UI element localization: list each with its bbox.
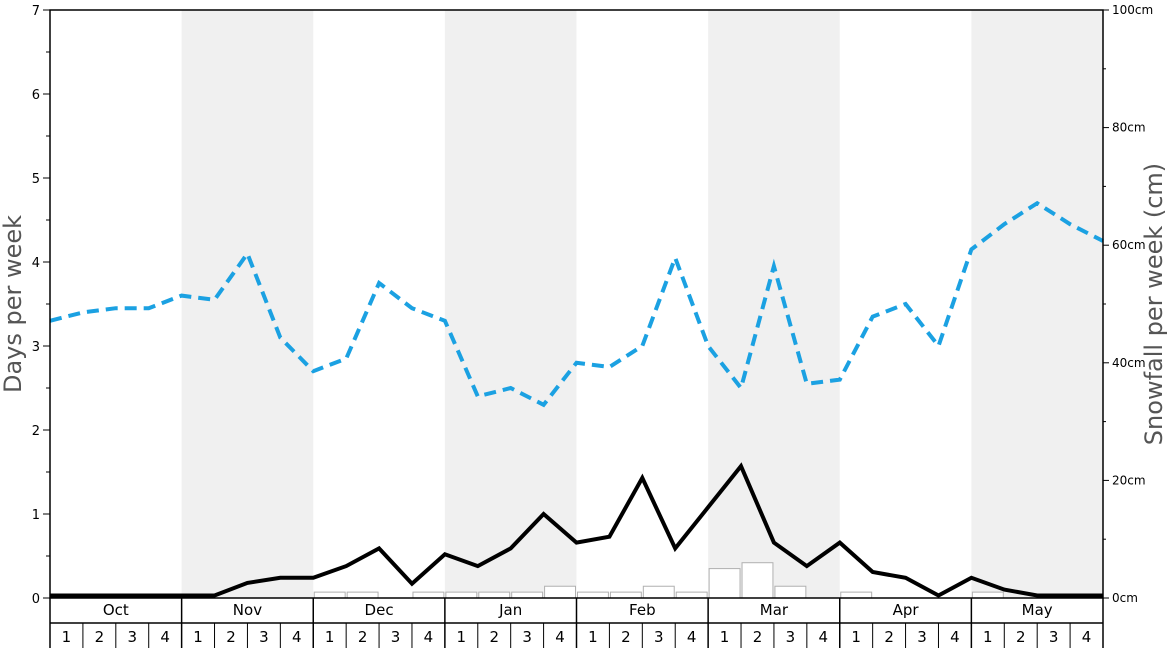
snowfall-bar	[478, 591, 511, 599]
week-label: 1	[720, 628, 730, 646]
snowfall-bar	[346, 591, 379, 599]
right-tick-label: 100cm	[1112, 3, 1153, 17]
right-tick-label: 60cm	[1112, 238, 1146, 252]
left-tick-label: 5	[32, 172, 40, 187]
left-tick-label: 2	[32, 424, 40, 439]
month-label-may: May	[1022, 601, 1053, 619]
week-label: 2	[226, 628, 236, 646]
week-label: 4	[424, 628, 434, 646]
week-label: 4	[555, 628, 565, 646]
month-bands	[181, 10, 1103, 598]
left-tick-label: 1	[32, 508, 40, 523]
week-label: 1	[588, 628, 598, 646]
snowfall-bar	[609, 591, 642, 599]
snowfall-bar	[971, 591, 1004, 599]
week-label: 1	[325, 628, 335, 646]
week-label: 4	[687, 628, 697, 646]
left-tick-label: 6	[32, 88, 40, 103]
month-band-mar	[708, 10, 840, 598]
snowfall-bar	[642, 585, 675, 599]
solid-line-series	[50, 462, 1103, 598]
snowfall-bar	[741, 562, 774, 599]
month-label-feb: Feb	[629, 601, 656, 619]
week-label: 1	[983, 628, 993, 646]
right-tick-label: 40cm	[1112, 356, 1146, 370]
month-label-jan: Jan	[498, 601, 522, 619]
week-label: 2	[753, 628, 763, 646]
week-label: 2	[884, 628, 894, 646]
week-label: 2	[95, 628, 105, 646]
week-label: 2	[1016, 628, 1026, 646]
month-label-mar: Mar	[760, 601, 789, 619]
month-band-jan	[444, 10, 577, 598]
week-label: 4	[160, 628, 170, 646]
snowfall-bar	[840, 591, 873, 599]
month-label-dec: Dec	[365, 601, 394, 619]
snowfall-bar	[774, 585, 807, 599]
week-label: 3	[391, 628, 401, 646]
week-label: 3	[786, 628, 796, 646]
week-label: 3	[1049, 628, 1059, 646]
dashed-line-series	[49, 200, 1104, 408]
snowfall-bar	[544, 585, 576, 599]
week-label: 3	[127, 628, 137, 646]
week-label: 4	[1082, 628, 1092, 646]
week-label: 1	[193, 628, 203, 646]
snowfall-bar	[313, 591, 346, 599]
series-lines	[49, 200, 1104, 598]
right-axis-title: Snowfall per week (cm)	[1140, 163, 1168, 445]
week-axis: 1 2 3 4 1 2 3 4 1 2 3 4 1 2 3 4 1 2 3 4 1 2 3 4 1 2 3 4 1 2 3 4	[62, 623, 1092, 648]
snowfall-bar	[445, 591, 478, 599]
month-label-nov: Nov	[233, 601, 262, 619]
left-tick-label: 0	[32, 592, 40, 607]
snowfall-bar	[577, 591, 609, 599]
week-label: 4	[950, 628, 960, 646]
left-tick-label: 4	[32, 256, 40, 271]
week-label: 3	[654, 628, 664, 646]
month-label-oct: Oct	[103, 601, 129, 619]
right-axis: 0cm 20cm 40cm 60cm 80cm 100cm	[1103, 3, 1153, 605]
week-label: 2	[489, 628, 499, 646]
week-label: 3	[522, 628, 532, 646]
week-label: 2	[358, 628, 368, 646]
week-label: 3	[259, 628, 269, 646]
month-band-nov	[181, 10, 314, 598]
left-axis: 0 1 2 3 4 5 6 7	[32, 4, 50, 607]
snowfall-bar	[511, 591, 544, 599]
right-tick-label: 0cm	[1112, 591, 1138, 605]
right-tick-label: 20cm	[1112, 473, 1146, 487]
week-label: 2	[621, 628, 631, 646]
left-tick-label: 3	[32, 340, 40, 355]
left-axis-title: Days per week	[0, 215, 27, 393]
week-label: 3	[917, 628, 927, 646]
snowfall-bar	[675, 591, 708, 599]
week-label: 1	[851, 628, 861, 646]
week-label: 4	[292, 628, 302, 646]
week-label: 1	[62, 628, 72, 646]
right-tick-label: 80cm	[1112, 121, 1146, 135]
snowfall-bars	[313, 562, 1004, 599]
snowfall-bar	[708, 568, 741, 599]
month-axis: Oct Nov Dec Jan Feb Mar Apr May	[49, 598, 1104, 648]
week-label: 1	[457, 628, 467, 646]
left-tick-label: 7	[32, 4, 40, 19]
month-label-apr: Apr	[893, 601, 920, 619]
week-label: 4	[819, 628, 829, 646]
snowfall-bar	[412, 591, 445, 599]
month-band-may	[971, 10, 1103, 598]
